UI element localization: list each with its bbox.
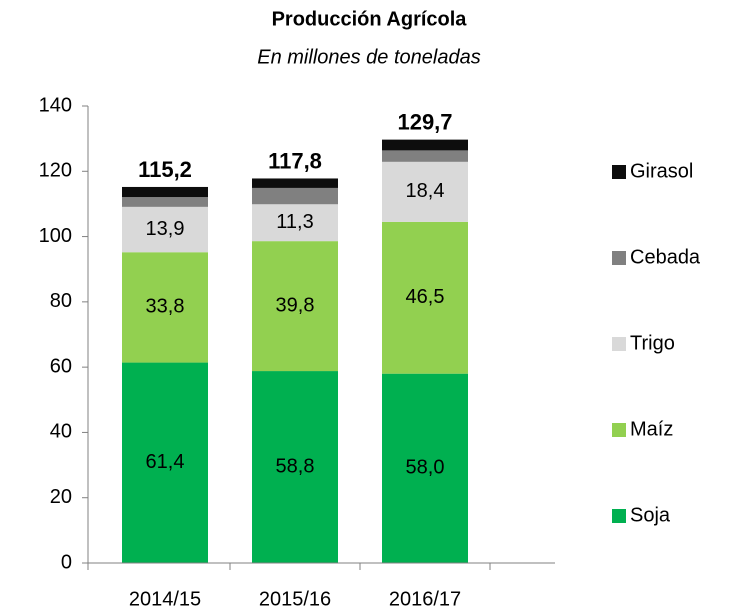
bar-segment: [122, 197, 208, 207]
bar-segment: [122, 186, 208, 198]
value-label: 46,5: [406, 286, 445, 308]
legend-swatch: [612, 337, 626, 351]
bar-segment: [252, 187, 338, 205]
legend-label: Soja: [630, 504, 671, 526]
x-tick-label: 2016/17: [389, 588, 461, 610]
bar-segment: [122, 362, 208, 563]
bar-segment: [252, 371, 338, 563]
bar-segment: [122, 252, 208, 363]
bar-segment: [252, 241, 338, 372]
value-label: 39,8: [276, 294, 315, 316]
bar-segment: [252, 178, 338, 188]
value-label: 13,9: [146, 218, 185, 240]
bar-segment: [252, 204, 338, 242]
y-tick-label: 80: [50, 290, 72, 312]
y-tick-label: 40: [50, 421, 72, 443]
value-label: 58,8: [276, 455, 315, 477]
x-tick-label: 2014/15: [129, 588, 201, 610]
bar-segment: [382, 161, 468, 222]
y-tick-label: 120: [39, 160, 72, 182]
legend-label: Maíz: [630, 418, 673, 440]
y-tick-label: 100: [39, 225, 72, 247]
value-label: 61,4: [146, 451, 185, 473]
y-tick-label: 60: [50, 355, 72, 377]
chart-subtitle: En millones de toneladas: [257, 46, 480, 68]
total-label: 129,7: [397, 109, 452, 134]
y-tick-label: 0: [61, 551, 72, 573]
bar-segment: [382, 373, 468, 563]
legend-swatch: [612, 423, 626, 437]
legend-label: Trigo: [630, 332, 675, 354]
legend-swatch: [612, 251, 626, 265]
bar-segment: [382, 150, 468, 162]
legend-swatch: [612, 165, 626, 179]
value-label: 11,3: [276, 211, 313, 233]
value-label: 58,0: [406, 457, 445, 479]
bar-segment: [122, 206, 208, 253]
total-label: 115,2: [138, 157, 192, 182]
chart-title: Producción Agrícola: [272, 8, 468, 30]
legend-swatch: [612, 509, 626, 523]
bar-segment: [382, 139, 468, 151]
value-label: 18,4: [406, 180, 445, 202]
value-label: 33,8: [146, 296, 185, 318]
legend-label: Girasol: [630, 160, 693, 182]
y-tick-label: 140: [39, 94, 72, 116]
bar-segment: [382, 221, 468, 374]
x-tick-label: 2015/16: [259, 588, 331, 610]
total-label: 117,8: [268, 148, 322, 173]
y-tick-label: 20: [50, 486, 72, 508]
legend-label: Cebada: [630, 246, 701, 268]
